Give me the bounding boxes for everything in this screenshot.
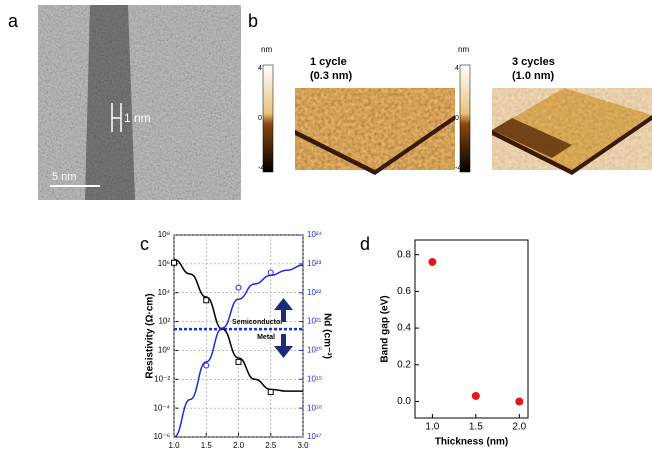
point: [428, 258, 437, 267]
y-tick-label: 0.8: [397, 249, 411, 260]
y-tick-label: 10⁻⁴: [153, 403, 170, 412]
point: [235, 284, 242, 291]
x-tick-label: 2.0: [233, 441, 245, 450]
y2-tick-label: 10²⁰: [307, 346, 322, 355]
y-tick-label: 10⁸: [158, 230, 170, 239]
image-title: 1 cycle: [310, 56, 347, 68]
x-tick-label: 1.0: [168, 441, 180, 450]
y-tick-label: 10⁻²: [154, 374, 170, 383]
point: [235, 358, 242, 365]
x-tick-label: 1.0: [425, 422, 439, 433]
panel-label: c: [140, 234, 149, 254]
y-tick-label: 0.0: [397, 396, 411, 407]
afm-step: [492, 118, 572, 158]
y-tick-label: 10⁶: [158, 259, 170, 268]
plot-frame: [414, 239, 529, 419]
y-tick-label: 10⁻⁶: [154, 432, 170, 441]
colorbar-tick: -4: [258, 165, 264, 172]
fit-line: [173, 258, 303, 392]
y2-tick-label: 10¹⁷: [307, 432, 322, 441]
y-tick-label: 0.4: [397, 323, 411, 334]
point: [267, 389, 274, 396]
y-tick-label: 0.6: [397, 286, 411, 297]
y2-tick-label: 10¹⁹: [307, 374, 322, 383]
unit: nm: [458, 45, 469, 54]
point: [515, 397, 524, 406]
arrow-up: [274, 298, 293, 322]
scale-text: 5 nm: [52, 171, 76, 183]
y2-tick-label: 10²¹: [307, 317, 322, 326]
point: [267, 269, 274, 276]
arrows: [274, 298, 293, 358]
x-axis-label: Thickness (nm): [435, 437, 508, 448]
point: [203, 297, 210, 304]
colorbar: [459, 64, 471, 173]
unit: nm: [261, 45, 272, 54]
panel-label: a: [8, 11, 19, 31]
afm-texture: [492, 88, 652, 170]
y2-tick-label: 10²²: [307, 288, 322, 297]
tem-layer: [85, 5, 135, 200]
y-tick-label: 10²: [158, 317, 170, 326]
point: [203, 362, 210, 369]
afm-panel: nm 1 cycle (0.3 nm) 4 0 -4: [258, 45, 455, 175]
arrow-down: [274, 334, 293, 358]
tem-image: [38, 5, 241, 200]
y-axis-label: Resistivity (Ω·cm): [145, 293, 156, 378]
image-subtitle: (1.0 nm): [512, 70, 555, 82]
afm-surface: [295, 88, 455, 170]
x-tick-label: 1.5: [201, 441, 213, 450]
annotation: Semiconductor: [232, 319, 283, 326]
y-tick-label: 0.2: [397, 359, 411, 370]
y2-tick-label: 10¹⁸: [307, 403, 322, 412]
colorbar-tick: 4: [455, 65, 459, 72]
colorbar-tick: 0: [258, 115, 262, 122]
colorbar-tick: -4: [455, 165, 461, 172]
x-tick-label: 1.5: [469, 422, 483, 433]
y2-tick-label: 10²⁴: [307, 230, 323, 239]
colorbar-tick: 4: [258, 65, 262, 72]
y-tick-label: 10⁴: [158, 288, 171, 297]
point: [471, 391, 480, 400]
tem-shade: [38, 5, 241, 200]
panel-label: b: [248, 11, 258, 31]
x-tick-label: 2.5: [265, 441, 277, 450]
x-tick-label: 2.0: [512, 422, 526, 433]
y2-axis-label: Nd (cm⁻³): [321, 313, 332, 359]
afm-panel: nm 3 cycles (1.0 nm) 4 0 -4: [455, 45, 652, 175]
y-axis-label: Band gap (eV): [380, 295, 391, 362]
fit-line: [173, 264, 304, 438]
panel-label: d: [360, 234, 370, 254]
colorbar-tick: 0: [455, 115, 459, 122]
y2-tick-label: 10²³: [307, 259, 322, 268]
x-tick-label: 3.0: [297, 441, 309, 450]
point: [171, 259, 177, 266]
image-title: 3 cycles: [512, 56, 555, 68]
y-tick-label: 10⁰: [158, 346, 170, 355]
annotation: Metal: [257, 334, 275, 341]
colorbar: [262, 64, 274, 173]
image-subtitle: (0.3 nm): [310, 70, 353, 82]
marker-text: 1 nm: [124, 111, 151, 125]
